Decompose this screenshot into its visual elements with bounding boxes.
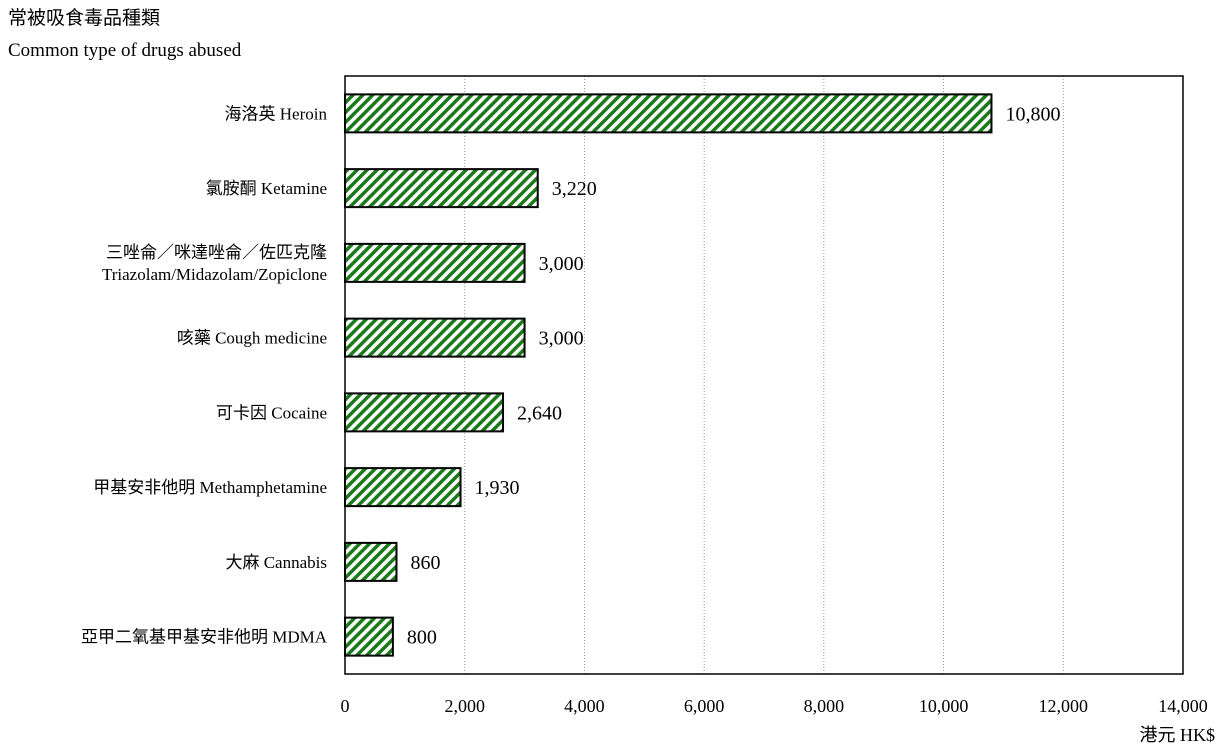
bar bbox=[344, 541, 398, 582]
x-tick-label: 4,000 bbox=[564, 696, 605, 716]
value-label: 1,930 bbox=[475, 477, 520, 499]
category-label: 三唑侖／咪達唑侖／佐匹克隆 bbox=[106, 243, 327, 262]
plot-area-frame bbox=[344, 75, 1184, 675]
category-labels: 海洛英 Heroin 氯胺酮 Ketamine 三唑侖／咪達唑侖／佐匹克隆 Triaz… bbox=[81, 104, 328, 646]
bar bbox=[344, 93, 993, 134]
x-tick-label: 2,000 bbox=[444, 696, 485, 716]
value-label: 3,000 bbox=[539, 253, 584, 275]
category-label: 氯胺酮 Ketamine bbox=[206, 179, 327, 198]
bar bbox=[344, 168, 539, 209]
x-tick-label: 12,000 bbox=[1039, 696, 1089, 716]
grid-lines bbox=[464, 76, 1064, 674]
y-axis-title-chinese: 常被吸食毒品種類 bbox=[8, 8, 161, 29]
y-axis-title-english: Common type of drugs abused bbox=[8, 40, 242, 61]
x-tick-label: 10,000 bbox=[919, 696, 969, 716]
value-label: 860 bbox=[410, 552, 440, 574]
value-label: 3,000 bbox=[539, 328, 584, 350]
bars bbox=[344, 93, 993, 657]
bar bbox=[344, 242, 526, 283]
category-label: 海洛英 Heroin bbox=[225, 104, 328, 123]
category-label: 可卡因 Cocaine bbox=[216, 403, 327, 422]
x-axis-title: 港元 HK$ bbox=[1140, 725, 1216, 745]
value-label: 800 bbox=[407, 627, 437, 649]
category-label: 咳藥 Cough medicine bbox=[177, 329, 327, 348]
value-label: 2,640 bbox=[517, 402, 562, 424]
category-label: 亞甲二氧基甲基安非他明 MDMA bbox=[81, 628, 328, 647]
value-labels: 10,800 3,220 3,000 3,000 2,640 1,930 860 800 bbox=[407, 103, 1061, 648]
category-label: 大麻 Cannabis bbox=[225, 553, 327, 572]
bar bbox=[344, 317, 526, 358]
value-label: 10,800 bbox=[1005, 103, 1060, 125]
x-tick-label: 6,000 bbox=[684, 696, 725, 716]
bar bbox=[344, 467, 462, 508]
value-label: 3,220 bbox=[552, 178, 597, 200]
x-tick-label: 0 bbox=[341, 696, 350, 716]
bar bbox=[344, 616, 394, 657]
x-tick-label: 8,000 bbox=[804, 696, 845, 716]
x-tick-label: 14,000 bbox=[1158, 696, 1208, 716]
x-axis-ticks: 0 2,000 4,000 6,000 8,000 10,000 12,000 14,000 bbox=[341, 696, 1208, 716]
category-label: Triazolam/Midazolam/Zopiclone bbox=[102, 265, 327, 284]
bar bbox=[344, 392, 505, 433]
category-label: 甲基安非他明 Methamphetamine bbox=[93, 478, 327, 497]
